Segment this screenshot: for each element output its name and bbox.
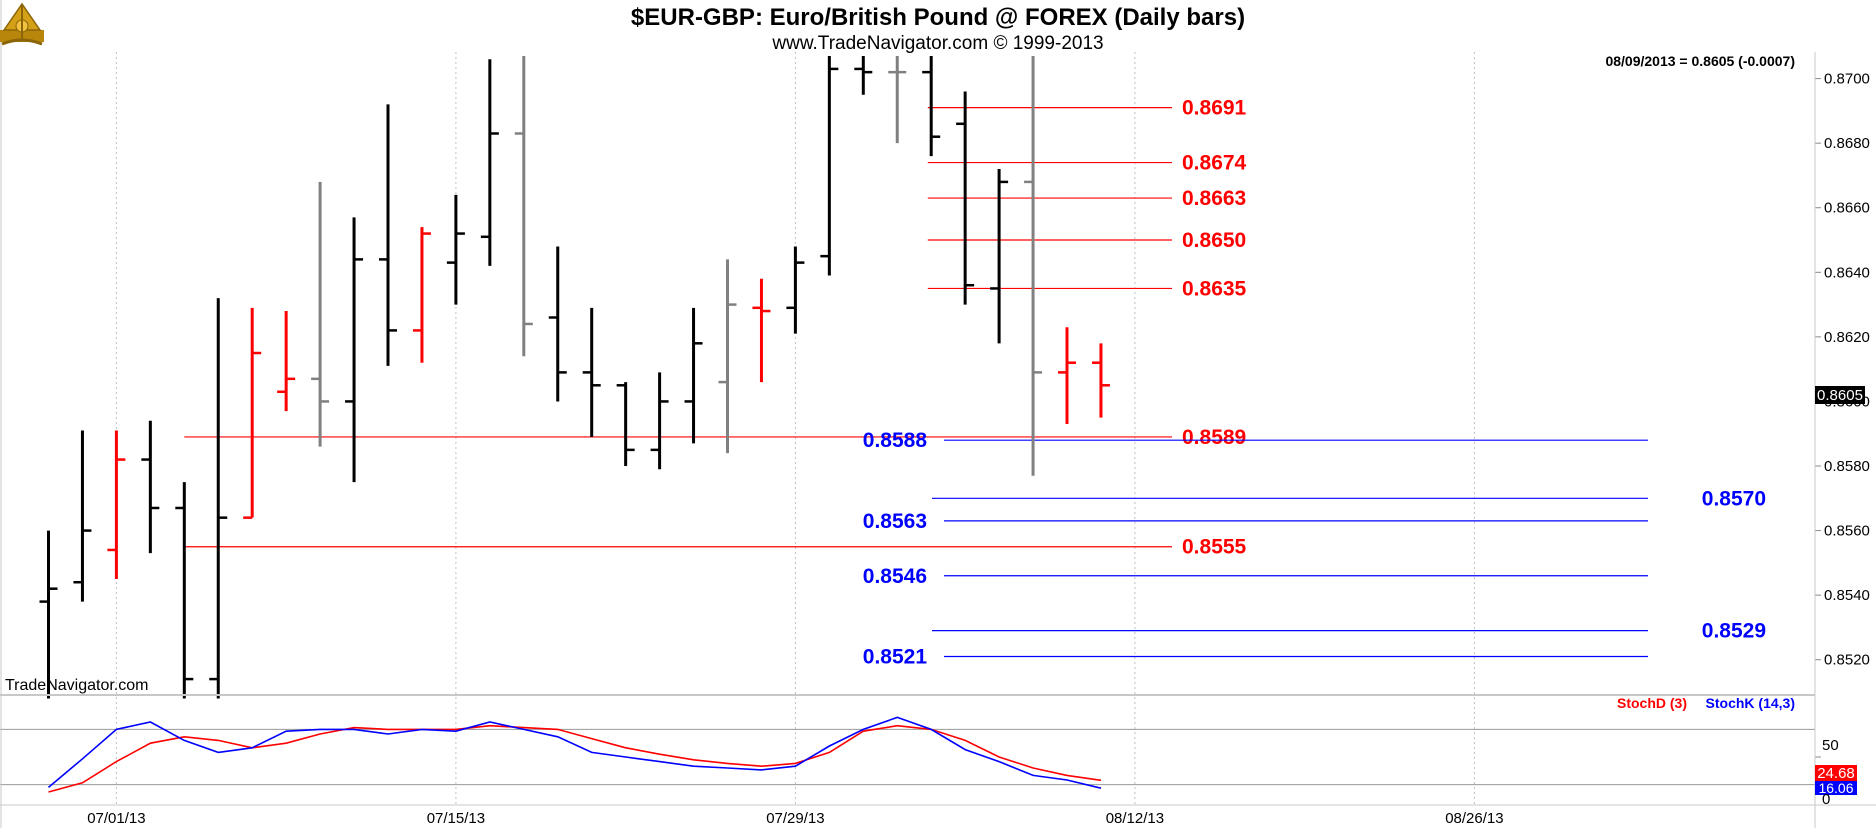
stochd-value-tag [1815, 765, 1857, 781]
ohlc-bar [956, 91, 975, 305]
ohlc-bar [684, 307, 703, 444]
ohlc-bar [1091, 343, 1110, 418]
blue-level-label: 0.8521 [863, 645, 928, 668]
ohlc-bar [412, 227, 431, 363]
watermark-text: TradeNavigator.com [5, 677, 148, 694]
red-level-label: 0.8674 [1182, 152, 1247, 175]
stochk-line [47, 716, 1102, 789]
ohlc-bar [888, 56, 907, 144]
ohlc-bar [311, 181, 330, 447]
x-tick-label: 08/12/13 [1106, 810, 1164, 827]
ohlc-bar [175, 482, 194, 699]
ohlc-bar [141, 420, 160, 554]
stochd-legend: StochD (3) [1617, 695, 1687, 711]
ohlc-bar [854, 56, 873, 95]
chart-title: $EUR-GBP: Euro/British Pound @ FOREX (Da… [631, 4, 1245, 31]
y-tick-label: 0.8580 [1824, 458, 1870, 475]
blue-level-label: 0.8546 [863, 565, 927, 588]
ohlc-bar [650, 372, 669, 470]
ohlc-bar [209, 298, 228, 699]
current-price-label: 0.8605 [1817, 387, 1863, 404]
y-tick-label: 0.8660 [1824, 200, 1870, 217]
stochk-value-tag [1815, 781, 1857, 795]
stoch-tick-0: 0 [1822, 791, 1830, 808]
ohlc-bar [73, 430, 92, 602]
x-tick-label: 07/29/13 [766, 810, 824, 827]
price-levels: 0.8691 0.8674 0.8663 0.8650 0.8635 0.8589 0.85… [184, 97, 1766, 668]
current-price-tag [1815, 386, 1865, 404]
ohlc-bar [39, 530, 58, 699]
blue-level-label: 0.8529 [1702, 620, 1766, 643]
ohlc-bar [786, 246, 805, 334]
ohlc-bar [243, 307, 262, 519]
blue-level-label: 0.8563 [863, 510, 927, 533]
ohlc-bar [990, 168, 1009, 344]
ohlc-bar [446, 194, 465, 305]
ohlc-bar [379, 104, 397, 366]
blue-level-label: 0.8588 [863, 429, 928, 452]
ohlc-bar [1058, 327, 1076, 425]
grid: 07/01/13 07/15/13 07/29/13 08/12/13 08/26/13… [0, 52, 1870, 827]
red-level-label: 0.8589 [1182, 426, 1246, 449]
stoch-tick-50: 50 [1822, 737, 1839, 754]
y-tick-label: 0.8640 [1824, 264, 1870, 281]
red-level-label: 0.8663 [1182, 187, 1246, 210]
ohlc-bar [480, 59, 499, 266]
blue-level-label: 0.8570 [1702, 487, 1766, 510]
red-level-label: 0.8555 [1182, 536, 1247, 559]
ohlc-bar [548, 246, 567, 402]
ohlc-bar [107, 430, 126, 580]
y-tick-label: 0.8620 [1824, 329, 1870, 346]
ohlc-bar [820, 56, 839, 276]
red-level-label: 0.8650 [1182, 229, 1246, 252]
y-tick-label: 0.8520 [1824, 652, 1870, 669]
x-tick-label: 08/26/13 [1445, 810, 1503, 827]
last-quote: 08/09/2013 = 0.8605 (-0.0007) [1605, 53, 1795, 69]
x-tick-label: 07/15/13 [427, 810, 485, 827]
sextant-logo-icon [0, 2, 44, 46]
ohlc-bar [345, 217, 364, 483]
stochastic-panel [47, 716, 1102, 793]
y-tick-label: 0.8540 [1824, 587, 1870, 604]
ohlc-bar [616, 382, 635, 467]
ohlc-bar [514, 56, 533, 357]
y-tick-label: 0.8560 [1824, 523, 1870, 540]
stochk-legend: StochK (14,3) [1706, 695, 1795, 711]
red-level-label: 0.8691 [1182, 97, 1247, 120]
ohlc-bar [922, 56, 941, 157]
stochd-value-label: 24.68 [1817, 765, 1855, 782]
ohlc-bar [1024, 56, 1043, 476]
chart-subtitle: www.TradeNavigator.com © 1999-2013 [771, 33, 1103, 54]
price-bars [39, 56, 1110, 699]
y-tick-label: 0.8700 [1824, 71, 1870, 88]
ohlc-bar [718, 259, 737, 454]
red-level-label: 0.8635 [1182, 277, 1247, 300]
y-tick-label: 0.8680 [1824, 135, 1870, 152]
stochk-value-label: 16.06 [1818, 780, 1853, 796]
ohlc-bar [582, 307, 601, 437]
x-tick-label: 07/01/13 [87, 810, 145, 827]
ohlc-bar [277, 311, 296, 412]
stochd-line [48, 724, 1102, 793]
ohlc-bar [752, 278, 771, 383]
